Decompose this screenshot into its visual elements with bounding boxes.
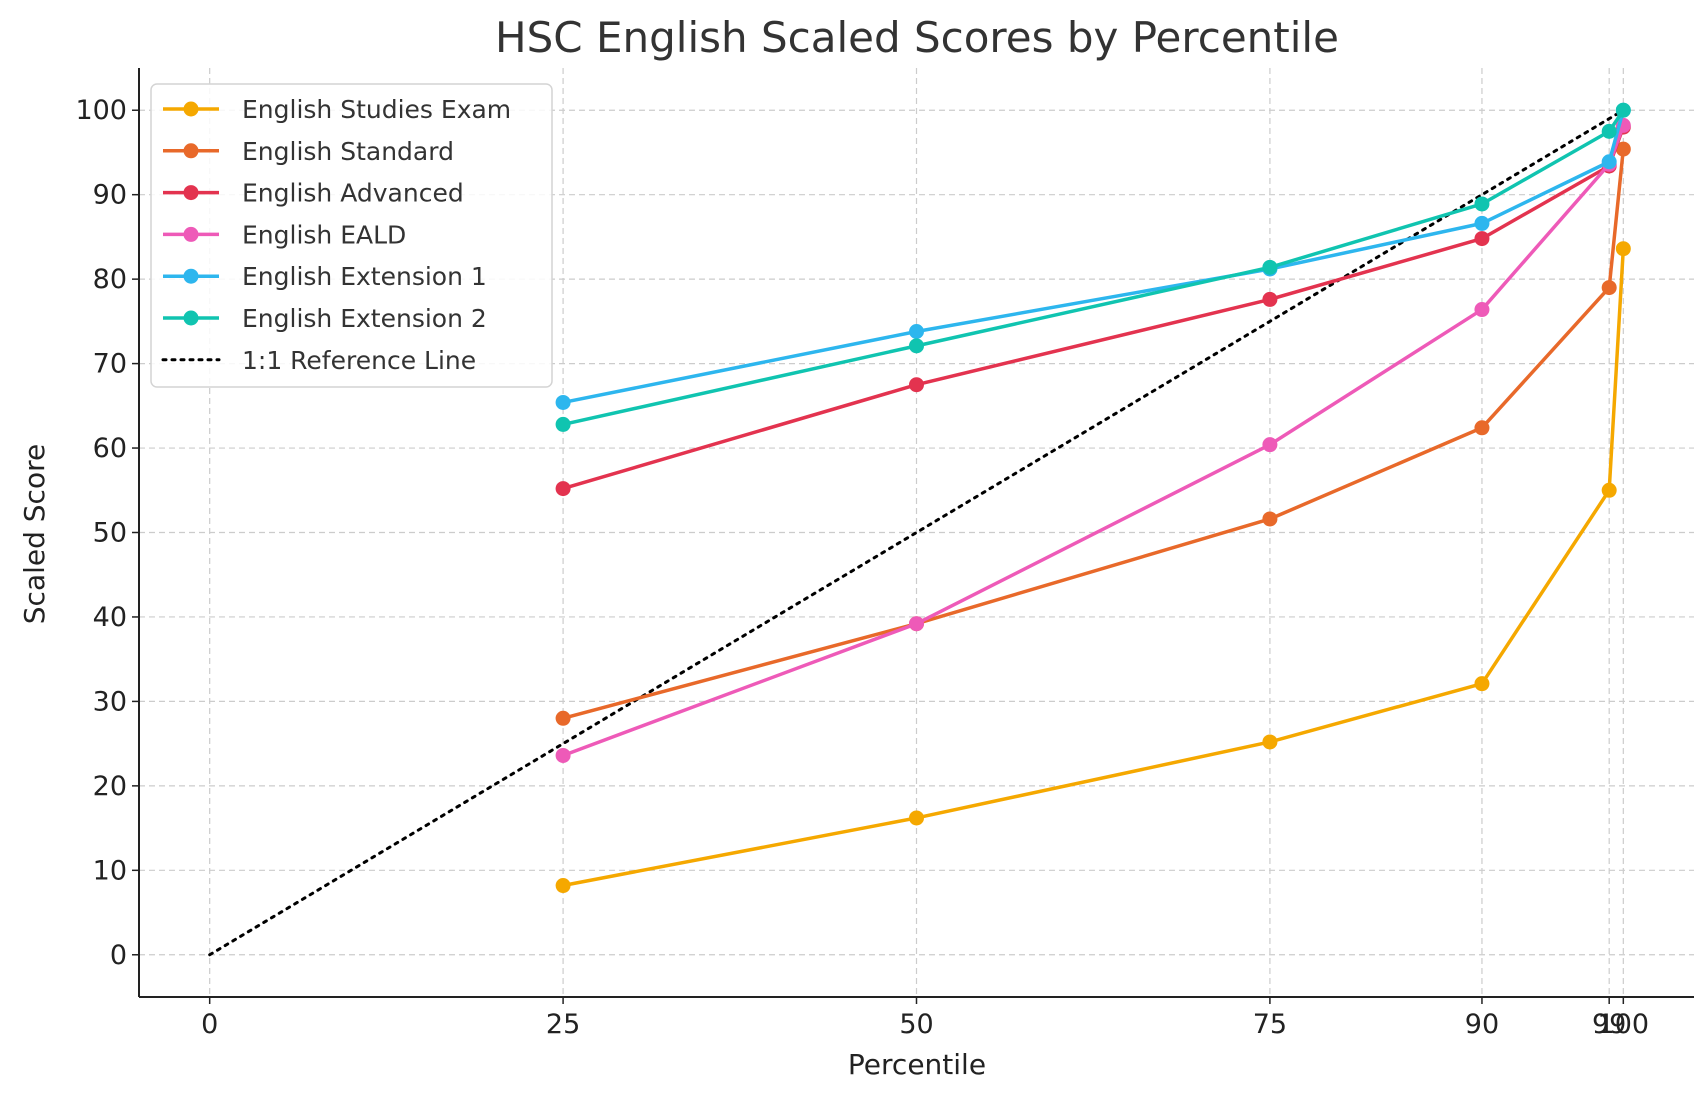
- series-english-extension-2: [555, 102, 1631, 432]
- data-point: [909, 338, 924, 354]
- data-point: [1615, 241, 1631, 257]
- chart-title: HSC English Scaled Scores by Percentile: [495, 13, 1339, 62]
- data-point: [1601, 154, 1617, 170]
- legend-swatch-marker: [183, 101, 199, 117]
- reference-line: [208, 108, 1625, 957]
- x-tick-label: 99: [1592, 1009, 1626, 1040]
- data-point: [1601, 482, 1617, 498]
- data-point: [1601, 280, 1617, 296]
- data-point: [1474, 420, 1490, 436]
- data-point: [1474, 196, 1490, 212]
- y-tick-label: 0: [110, 940, 127, 971]
- y-tick-label: 80: [93, 264, 127, 295]
- legend-item: English Standard: [163, 137, 454, 166]
- y-tick-label: 10: [93, 855, 127, 886]
- legend-label: English Extension 2: [242, 304, 487, 333]
- series-english-studies-exam: [555, 241, 1631, 894]
- x-tick-label: 100: [1598, 1009, 1650, 1040]
- legend-label: 1:1 Reference Line: [242, 346, 476, 375]
- series: [208, 102, 1631, 957]
- legend-item: English Advanced: [163, 179, 464, 208]
- legend-item: 1:1 Reference Line: [161, 346, 476, 375]
- data-point: [555, 878, 571, 894]
- x-tick-label: 90: [1465, 1009, 1499, 1040]
- legend-item: English Extension 2: [163, 304, 487, 333]
- data-point: [1615, 102, 1631, 118]
- data-point: [909, 323, 924, 339]
- x-axis-title: Percentile: [848, 1048, 986, 1081]
- series-line: [562, 109, 1626, 405]
- legend-label: English Studies Exam: [242, 95, 511, 124]
- series-line: [562, 148, 1626, 720]
- legend-item: English Studies Exam: [163, 95, 511, 124]
- x-tick-label: 75: [1253, 1009, 1287, 1040]
- legend-swatch-marker: [183, 226, 199, 242]
- legend-label: English Standard: [242, 137, 454, 166]
- data-point: [1615, 141, 1631, 157]
- data-point: [555, 710, 571, 726]
- data-point: [1262, 734, 1278, 750]
- data-point: [1262, 259, 1278, 275]
- y-tick-label: 70: [93, 349, 127, 380]
- legend-item: English Extension 1: [163, 262, 487, 291]
- data-point: [1262, 437, 1278, 453]
- data-point: [555, 481, 571, 497]
- x-tick-label: 0: [201, 1009, 218, 1040]
- data-point: [1601, 123, 1617, 139]
- data-point: [1474, 231, 1490, 247]
- legend-swatch-marker: [183, 185, 199, 201]
- data-point: [555, 394, 571, 410]
- legend-swatch-marker: [183, 310, 199, 326]
- y-tick-label: 40: [93, 602, 127, 633]
- y-tick-label: 60: [93, 433, 127, 464]
- y-axis-title: Scaled Score: [18, 444, 51, 624]
- data-point: [1474, 215, 1490, 231]
- data-point: [555, 416, 571, 432]
- legend-label: English Extension 1: [242, 262, 487, 291]
- y-tick-label: 50: [93, 518, 127, 549]
- y-tick-label: 30: [93, 686, 127, 717]
- data-point: [909, 616, 924, 632]
- data-point: [1474, 302, 1490, 318]
- legend: English Studies Exam English Standard Engl…: [150, 83, 553, 388]
- y-tick-label: 100: [75, 95, 127, 126]
- legend-item: English EALD: [163, 220, 406, 249]
- data-point: [909, 810, 924, 826]
- series-line: [562, 248, 1626, 888]
- x-tick-label: 25: [546, 1009, 580, 1040]
- y-tick-label: 90: [93, 180, 127, 211]
- legend-label: English Advanced: [242, 179, 464, 208]
- legend-box: [150, 83, 553, 388]
- data-point: [1474, 676, 1490, 692]
- legend-swatch-marker: [183, 268, 199, 284]
- data-point: [909, 377, 924, 393]
- y-tick-label: 20: [93, 771, 127, 802]
- data-point: [555, 747, 571, 763]
- data-point: [1262, 291, 1278, 307]
- data-point: [1262, 511, 1278, 527]
- legend-swatch-marker: [183, 143, 199, 159]
- x-tick-label: 50: [899, 1009, 933, 1040]
- legend-label: English EALD: [242, 220, 406, 249]
